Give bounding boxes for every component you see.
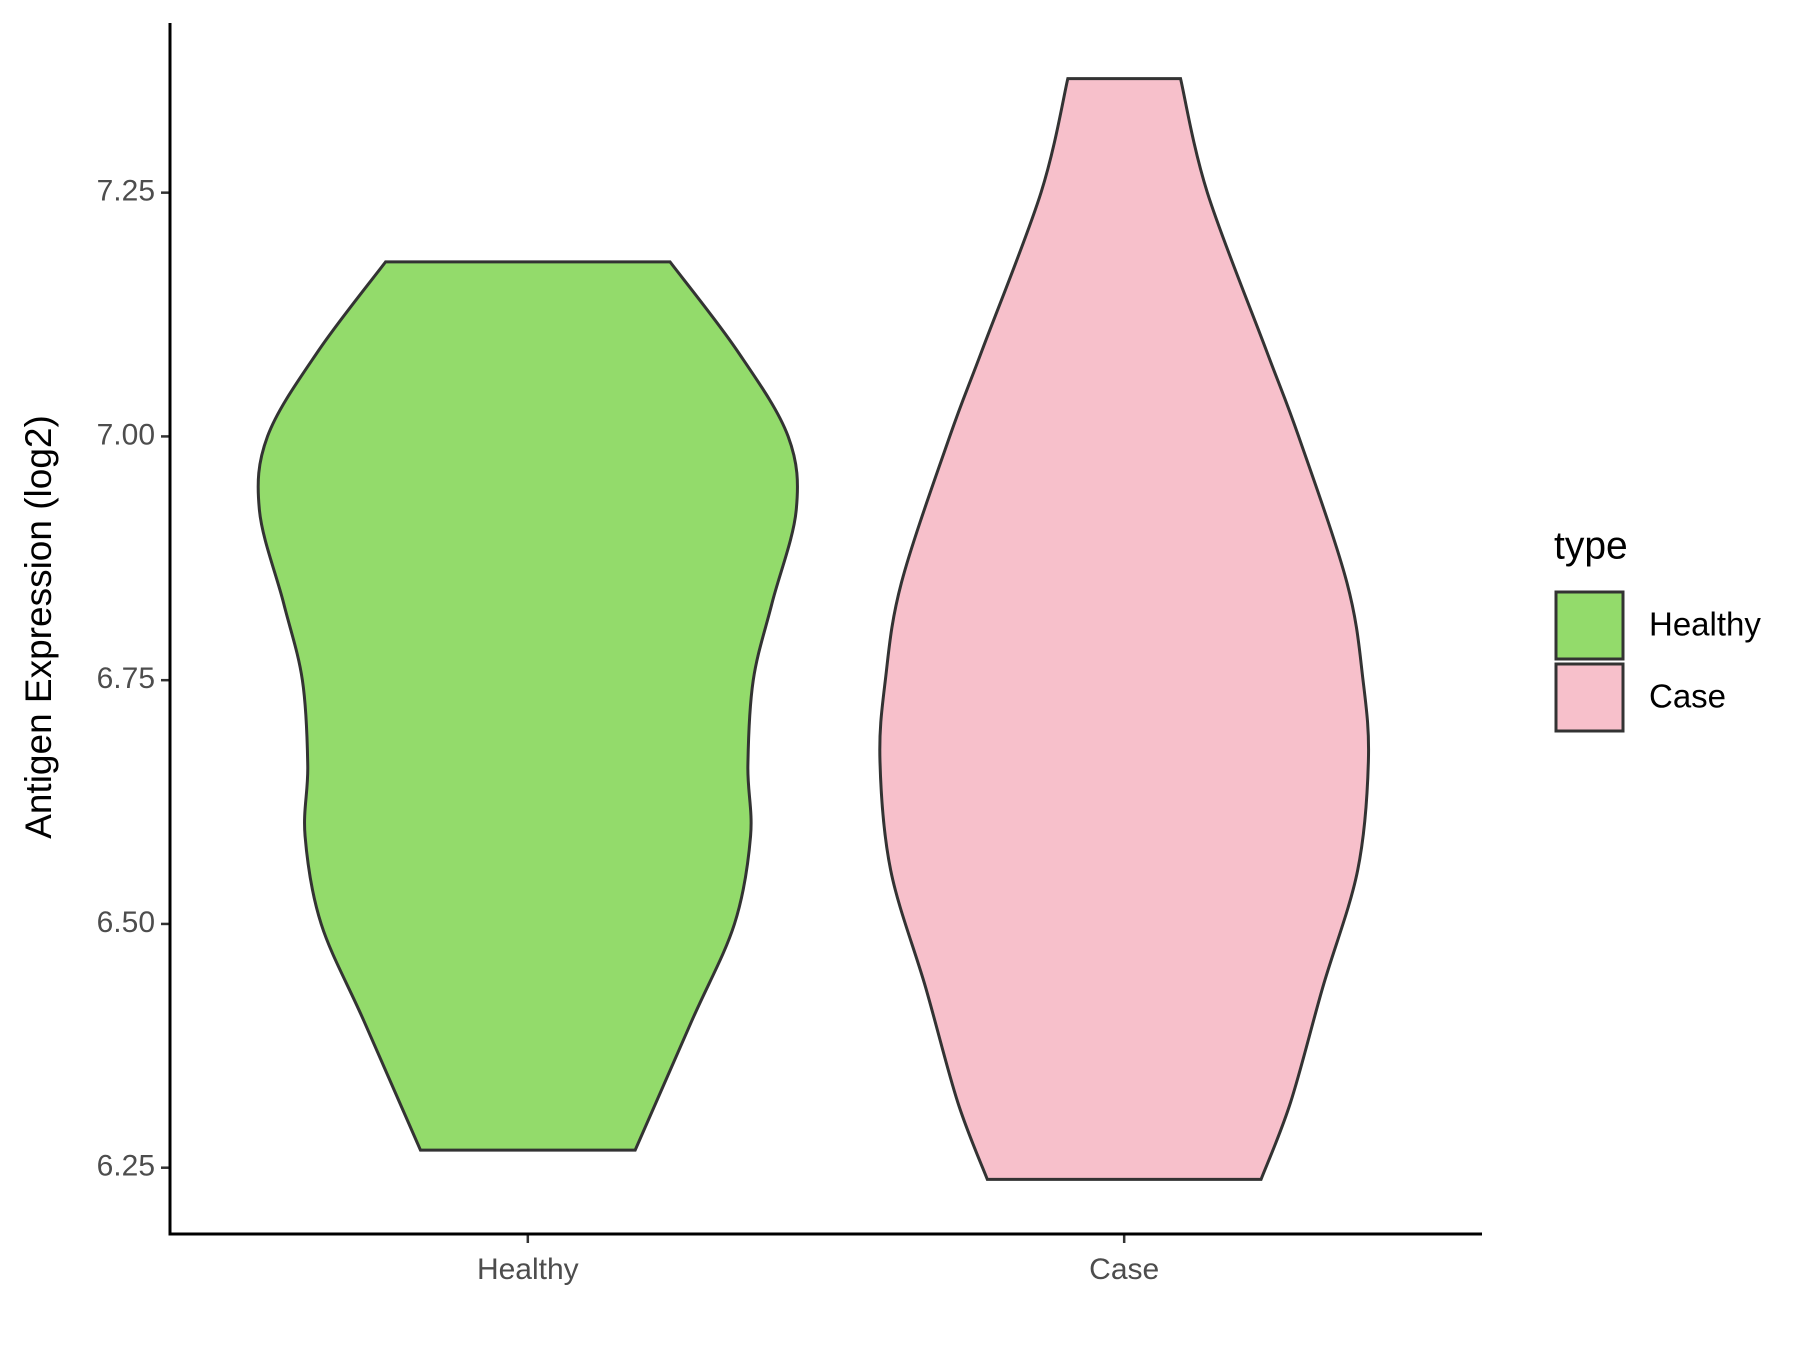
- legend-label: Case: [1649, 678, 1726, 715]
- legend-key: [1554, 662, 1625, 733]
- violin: [878, 77, 1371, 1181]
- y-tick-label: 6.25: [97, 1150, 155, 1183]
- axis-lines: [168, 23, 1482, 1236]
- legend-title: type: [1554, 524, 1628, 567]
- legend-label: Healthy: [1649, 606, 1761, 643]
- y-tick-label: 6.50: [97, 906, 155, 939]
- y-tick-label: 7.25: [97, 175, 155, 208]
- x-tick-label: Case: [1089, 1253, 1159, 1286]
- legend-key: [1554, 590, 1625, 661]
- violin: [256, 260, 799, 1152]
- y-tick-label: 7.00: [97, 418, 155, 451]
- x-tick-label: Healthy: [477, 1253, 579, 1286]
- y-tick-label: 6.75: [97, 662, 155, 695]
- y-axis-title: Antigen Expression (log2): [18, 415, 59, 839]
